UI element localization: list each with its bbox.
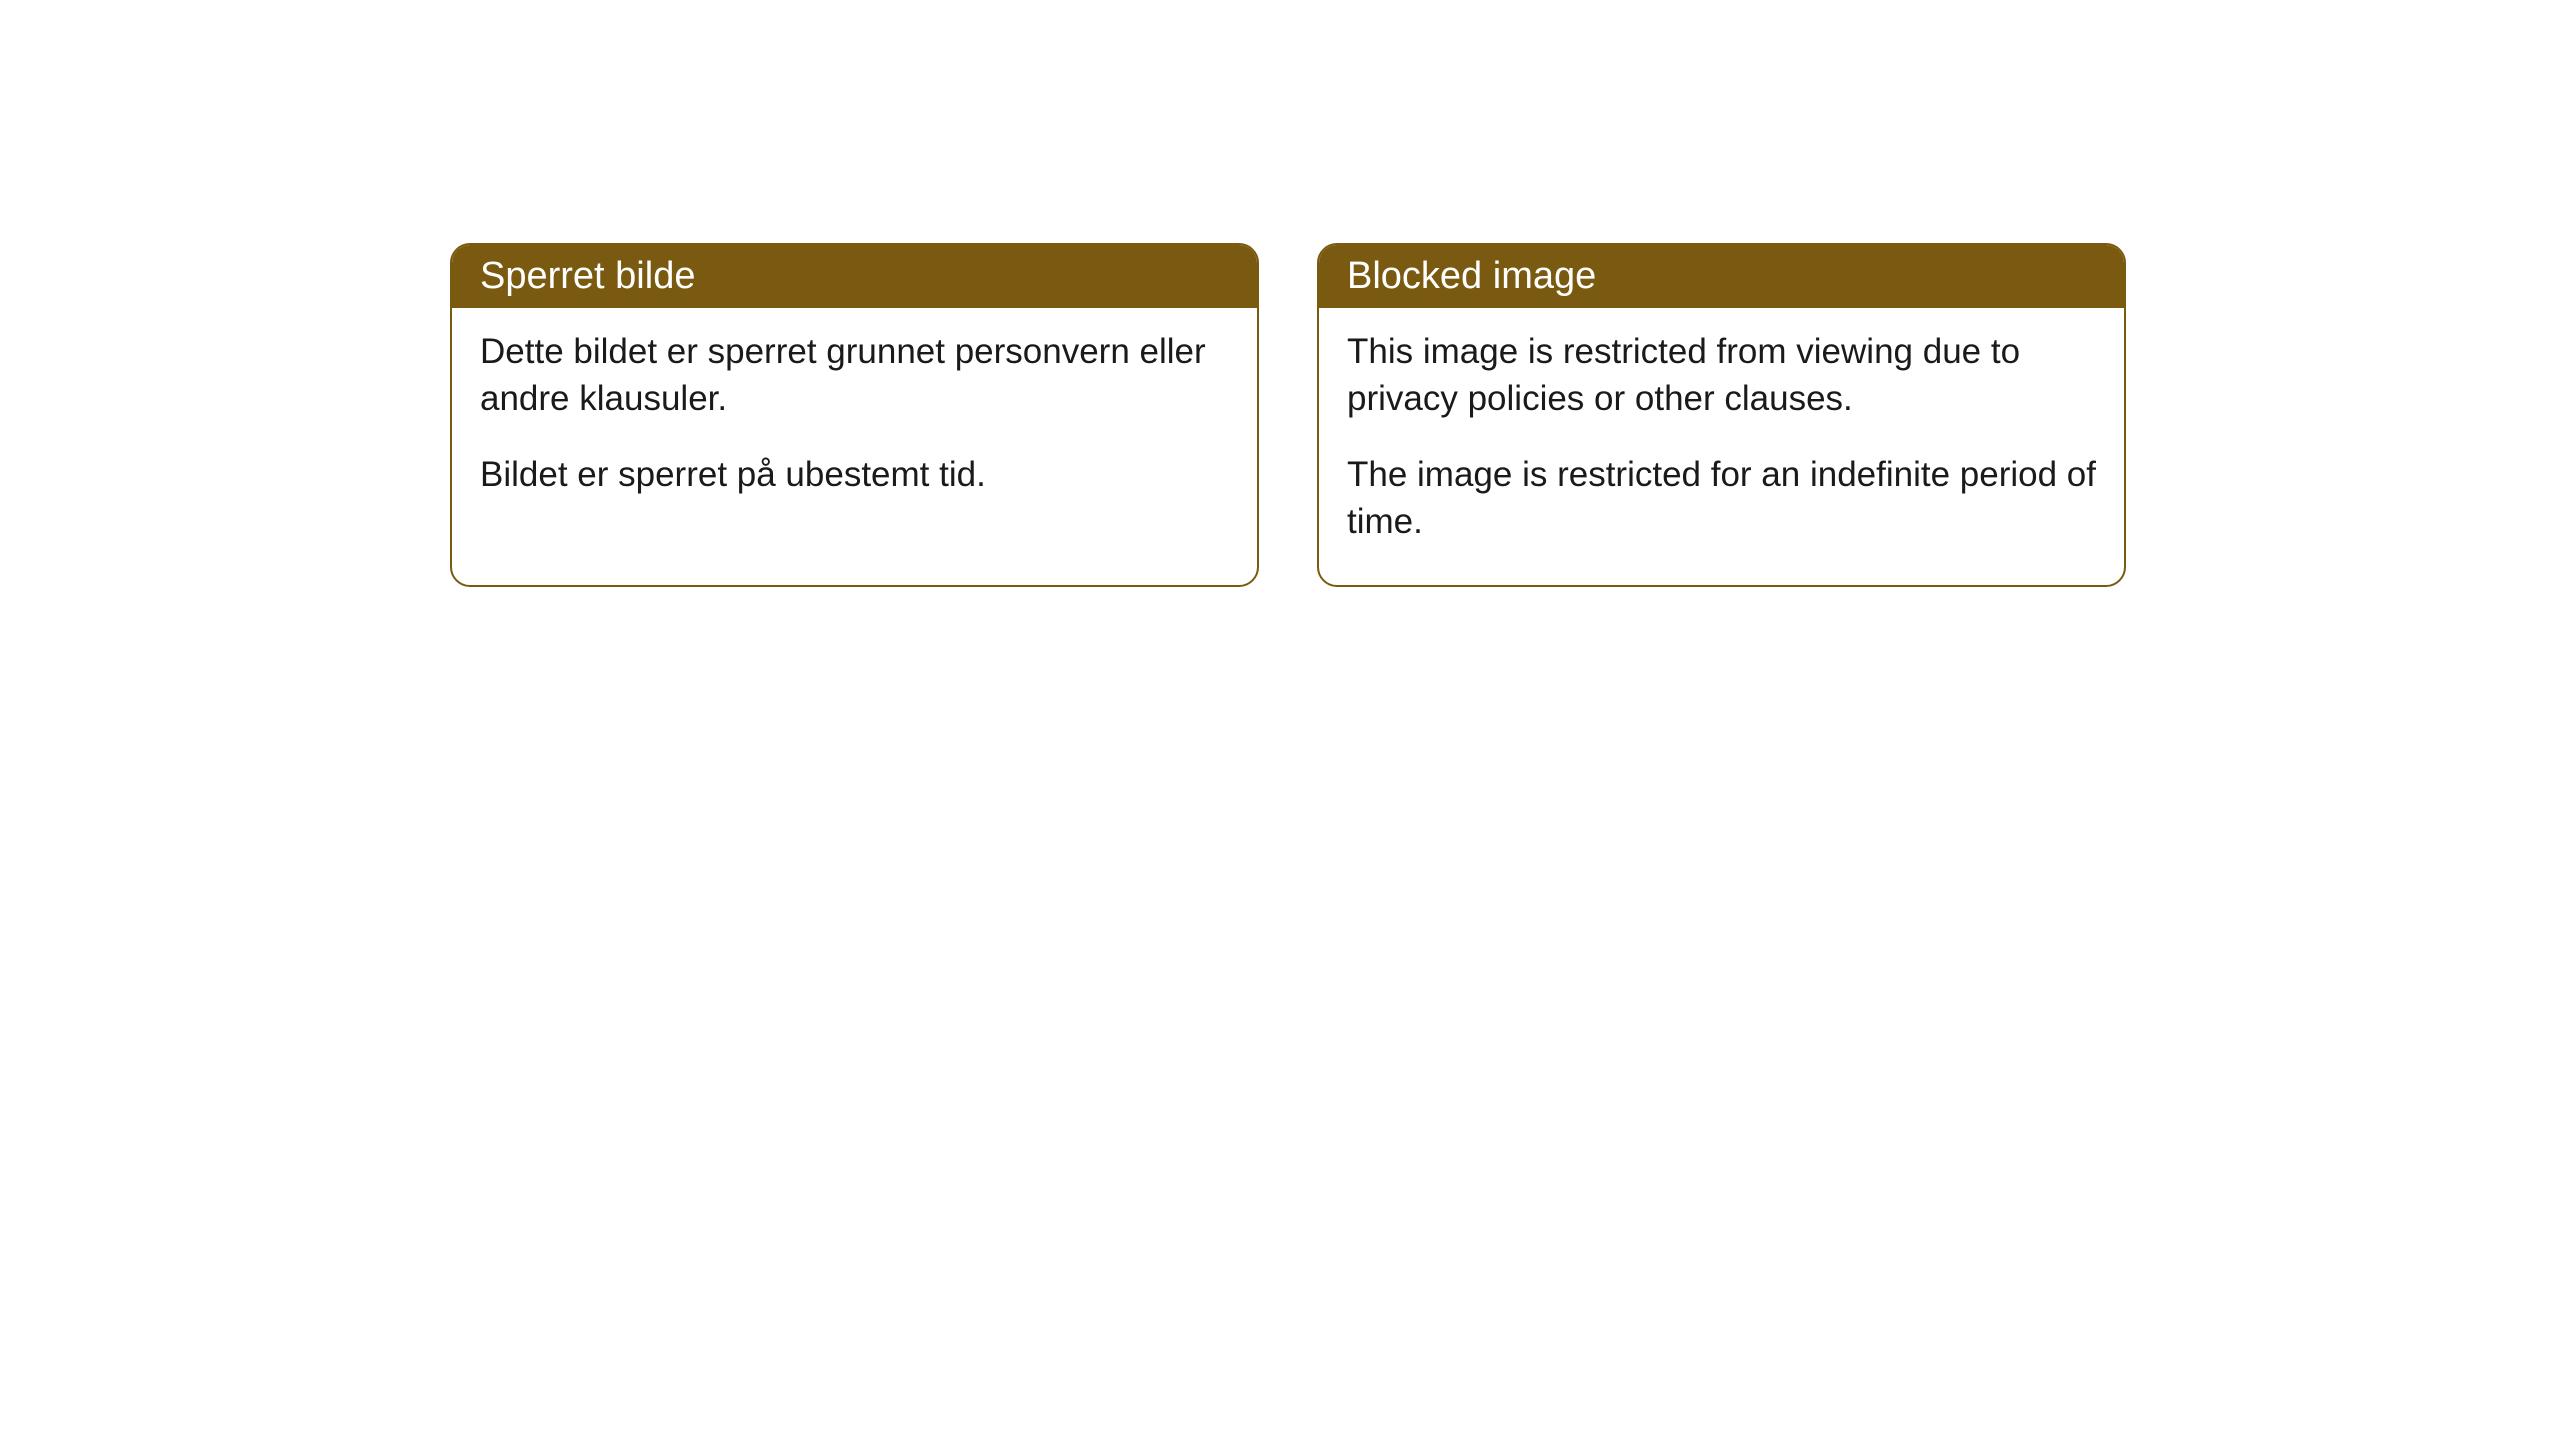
card-paragraph-1: This image is restricted from viewing du… xyxy=(1347,328,2096,423)
card-paragraph-1: Dette bildet er sperret grunnet personve… xyxy=(480,328,1229,423)
card-paragraph-2: The image is restricted for an indefinit… xyxy=(1347,451,2096,546)
card-header: Sperret bilde xyxy=(452,245,1257,308)
blocked-image-card-english: Blocked image This image is restricted f… xyxy=(1317,243,2126,587)
card-title: Blocked image xyxy=(1347,255,1596,297)
card-paragraph-2: Bildet er sperret på ubestemt tid. xyxy=(480,451,1229,498)
card-body: Dette bildet er sperret grunnet personve… xyxy=(452,308,1257,538)
card-title: Sperret bilde xyxy=(480,255,695,297)
card-header: Blocked image xyxy=(1319,245,2124,308)
blocked-image-card-norwegian: Sperret bilde Dette bildet er sperret gr… xyxy=(450,243,1259,587)
card-container: Sperret bilde Dette bildet er sperret gr… xyxy=(450,243,2126,587)
card-body: This image is restricted from viewing du… xyxy=(1319,308,2124,585)
